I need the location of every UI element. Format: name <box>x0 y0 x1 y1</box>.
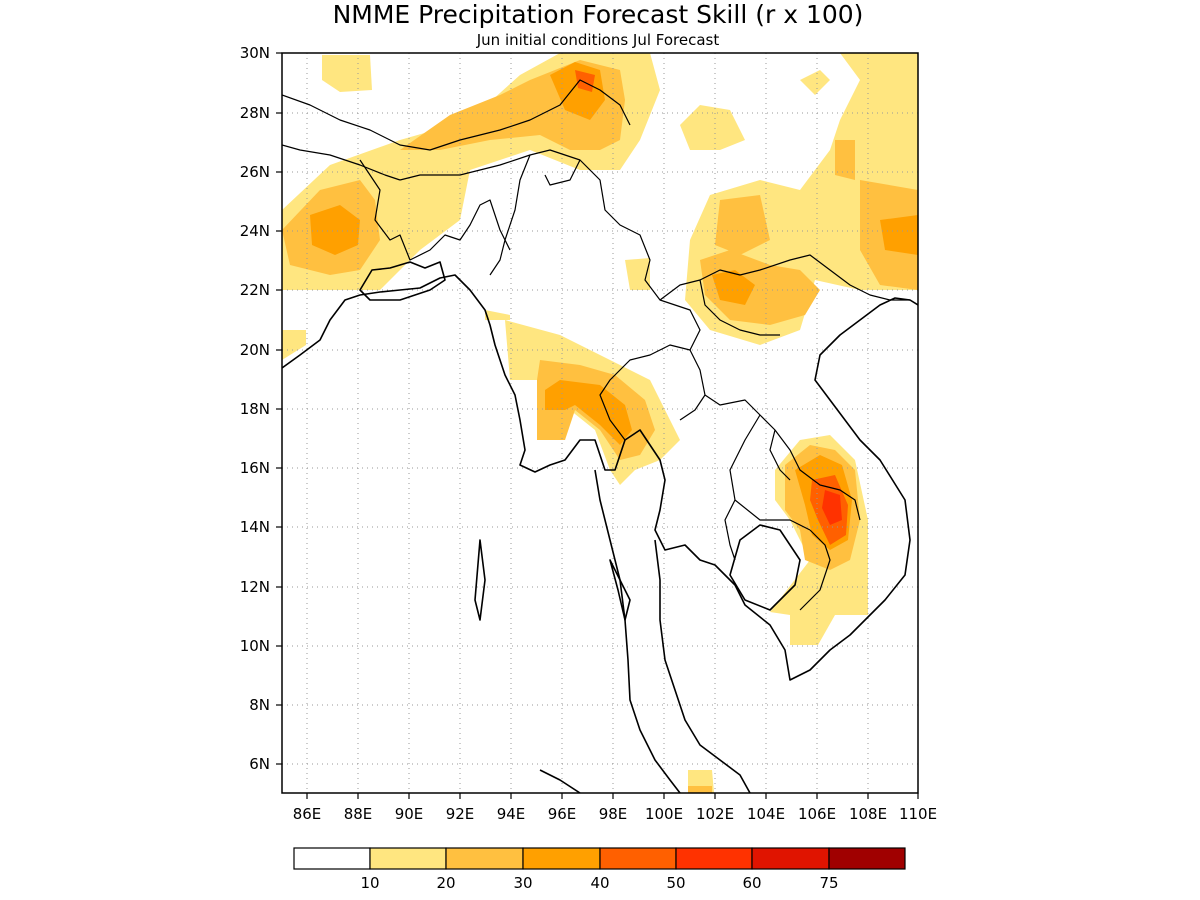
colorbar-label: 60 <box>742 874 761 892</box>
lat-label: 30N <box>240 44 270 62</box>
colorbar-label: 20 <box>436 874 455 892</box>
lat-label: 26N <box>240 163 270 181</box>
lon-label: 96E <box>548 805 577 823</box>
colorbar-label: 10 <box>360 874 379 892</box>
colorbar-swatch <box>675 847 753 870</box>
lat-label: 16N <box>240 459 270 477</box>
colorbar-swatch <box>369 847 447 870</box>
lon-label: 90E <box>395 805 424 823</box>
graticule <box>282 53 918 793</box>
lon-label: 102E <box>696 805 734 823</box>
lon-label: 94E <box>497 805 526 823</box>
lon-label: 106E <box>798 805 836 823</box>
colorbar-swatch <box>293 847 371 870</box>
country-borders <box>282 79 910 611</box>
lon-label: 104E <box>747 805 785 823</box>
map-title: NMME Precipitation Forecast Skill (r x 1… <box>333 0 864 29</box>
lat-label: 18N <box>240 400 270 418</box>
lat-label: 10N <box>240 637 270 655</box>
lon-label: 110E <box>899 805 937 823</box>
plot-frame <box>281 52 919 794</box>
latitude-labels: 30N 28N 26N 24N 22N 20N 18N 16N 14N 12N … <box>240 44 270 773</box>
tick-marks <box>276 52 919 799</box>
colorbar-swatch <box>522 847 601 870</box>
lat-label: 24N <box>240 222 270 240</box>
lat-label: 28N <box>240 104 270 122</box>
colorbar-swatch <box>599 847 677 870</box>
colorbar-swatch <box>445 847 524 870</box>
colorbar-label: 30 <box>513 874 532 892</box>
lon-label: 108E <box>849 805 887 823</box>
lon-label: 98E <box>599 805 628 823</box>
lon-label: 100E <box>645 805 683 823</box>
lat-label: 14N <box>240 518 270 536</box>
colorbar-swatch <box>751 847 830 870</box>
colorbar-label: 50 <box>666 874 685 892</box>
colorbar-label: 40 <box>590 874 609 892</box>
lon-label: 86E <box>293 805 322 823</box>
lat-label: 6N <box>249 755 270 773</box>
coastlines <box>282 261 918 793</box>
map-subtitle: Jun initial conditions Jul Forecast <box>476 31 720 49</box>
colorbar: 10 20 30 40 50 60 75 <box>293 847 906 892</box>
colorbar-swatch <box>828 847 906 870</box>
colorbar-label: 75 <box>819 874 838 892</box>
skill-level-50-60 <box>822 490 842 525</box>
lat-label: 8N <box>249 696 270 714</box>
lon-label: 92E <box>446 805 475 823</box>
lat-label: 22N <box>240 281 270 299</box>
plot-area <box>282 53 918 793</box>
lat-label: 12N <box>240 578 270 596</box>
longitude-labels: 86E 88E 90E 92E 94E 96E 98E 100E 102E 10… <box>293 805 937 823</box>
lat-label: 20N <box>240 341 270 359</box>
lon-label: 88E <box>344 805 373 823</box>
